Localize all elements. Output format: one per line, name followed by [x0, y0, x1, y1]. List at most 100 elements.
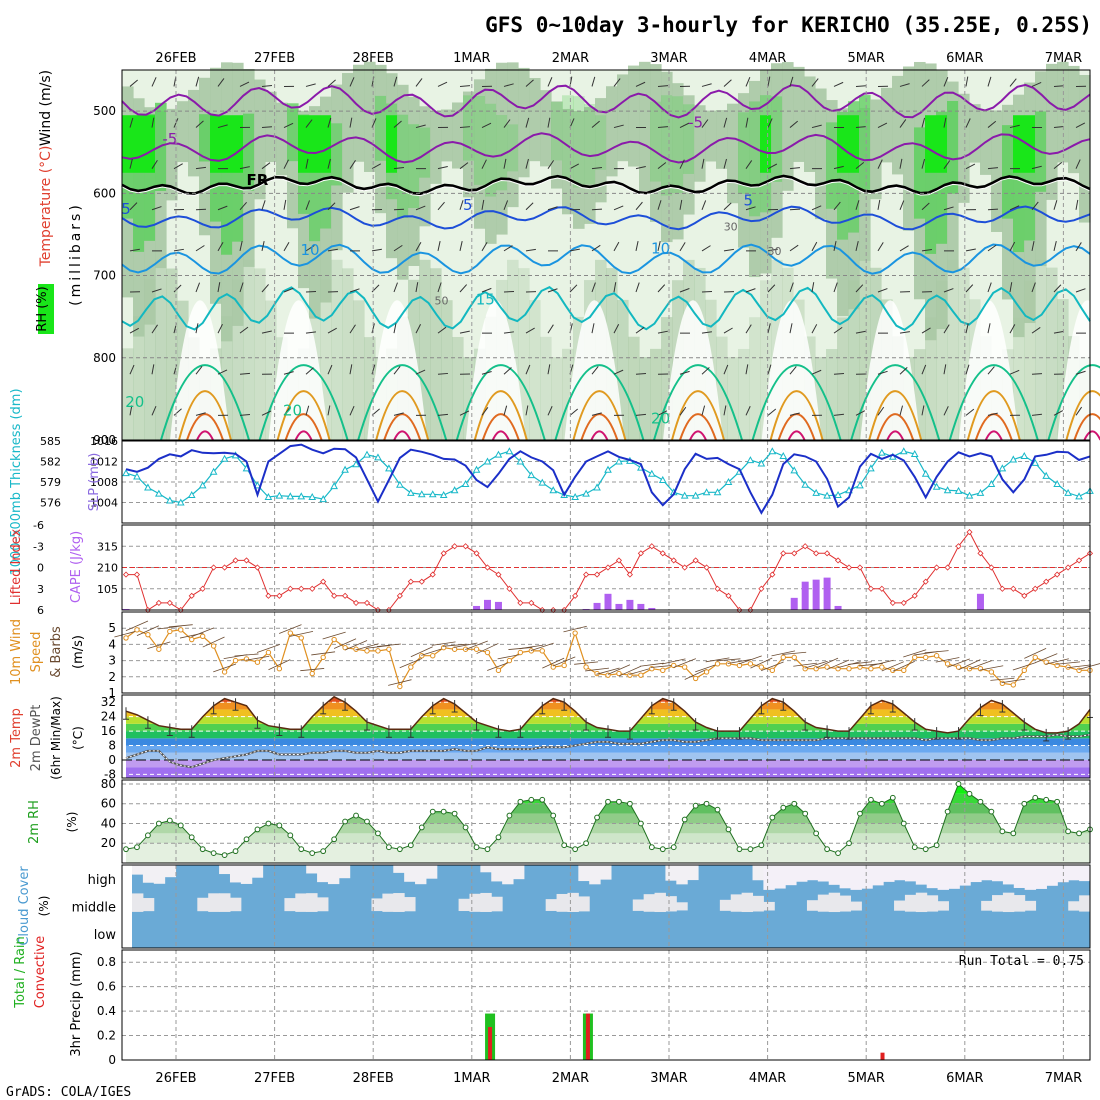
wind-barb: [833, 326, 843, 334]
thickness-marker: [176, 498, 185, 506]
cloud-middle-clear: [817, 894, 830, 912]
rh-marker: [648, 844, 655, 851]
wind-barb: [635, 201, 643, 211]
thickness-marker: [976, 488, 985, 496]
isotherm-arch: [984, 430, 1003, 441]
upper-air-frame: [121, 69, 1091, 441]
rh-shade-green: [661, 95, 673, 196]
wind-speed-marker: [758, 664, 765, 670]
rh-shade-low: [122, 348, 134, 440]
rh-shade-bright: [122, 115, 134, 173]
thickness-marker: [286, 492, 295, 500]
rh-marker: [824, 846, 830, 853]
wind-barb: [789, 323, 793, 334]
lifted-index-marker: [440, 550, 447, 557]
rh-shade-green: [419, 127, 431, 178]
rh-shade-low: [650, 348, 662, 440]
wind-barb: [327, 79, 336, 87]
wind-barb: [525, 364, 531, 375]
wind-speed-marker: [933, 653, 940, 659]
wind-barb: [657, 284, 666, 293]
li-tick-label: -3: [33, 540, 44, 553]
rh-shade-green: [331, 123, 343, 186]
wind-barb: [437, 241, 441, 251]
cloud-high-clear: [894, 865, 906, 881]
thickness-marker: [505, 447, 514, 455]
wind-barb: [195, 120, 204, 128]
wind-barb: [679, 370, 690, 375]
lifted-index-marker: [725, 592, 732, 599]
wind-barb: [613, 369, 624, 375]
wind-barb: [195, 208, 207, 211]
rh-shade-low: [815, 356, 827, 440]
cloud-high-clear: [251, 865, 264, 878]
rh-shade-low: [848, 280, 860, 440]
wind-barb: [782, 651, 807, 655]
lifted-index-marker: [758, 585, 765, 592]
slp-panel: 1004 1008 1012 1016 576 579 582 585 SLP (mb) 1000…: [9, 388, 1094, 576]
wind-barb: [789, 167, 800, 170]
temp-axis-label: 2m Temp: [9, 708, 24, 768]
wind-speed-marker: [999, 680, 1006, 686]
rh-marker: [637, 820, 644, 827]
wind-barb: [129, 158, 133, 169]
wind-barb: [393, 208, 405, 211]
cloud-high-clear: [404, 865, 416, 882]
wind-axis-label: Wind (m/s): [38, 70, 54, 146]
rh-marker: [517, 798, 524, 805]
wind-barb: [679, 288, 690, 293]
wind-barb: [349, 160, 356, 169]
rh-band: [126, 813, 1090, 824]
wind-barb: [305, 245, 315, 252]
lifted-index-marker: [309, 585, 316, 592]
wind-barb: [503, 405, 508, 416]
lifted-index-marker: [495, 571, 502, 578]
cloud-high-clear: [970, 865, 982, 883]
wind-speed-marker: [1032, 654, 1038, 661]
rh-marker: [166, 817, 173, 824]
temp-band: [126, 767, 1090, 778]
wind-barb: [239, 166, 250, 170]
wind-barb: [921, 248, 932, 252]
cloud-high-clear: [806, 865, 819, 881]
wind-barb: [1009, 78, 1017, 87]
rh-shade: [287, 109, 299, 229]
wind-barb: [195, 365, 203, 375]
li-tick-label: -6: [33, 519, 44, 532]
rh-shade-low: [551, 357, 563, 440]
lifted-index-marker: [1032, 585, 1039, 592]
rh-marker: [857, 810, 863, 817]
rh-marker: [210, 850, 217, 857]
wind-barb: [855, 200, 860, 210]
cape-bar: [637, 603, 645, 610]
upper-air-panel: -5 FR 5 10 15 20 20 5 -5 10 5 20 50 30 30 500 600 700 800 9…: [35, 61, 1100, 447]
lifted-index-marker: [1075, 557, 1083, 564]
wind-barb: [437, 372, 449, 375]
wind-barb: [371, 323, 375, 334]
wind-barb: [552, 656, 576, 667]
wind-barb: [151, 288, 162, 293]
cloud-level-label: middle: [72, 901, 116, 916]
cape-bar: [494, 601, 502, 610]
wind-barb: [613, 282, 617, 293]
wind-barb: [585, 667, 610, 672]
wind-speed-marker: [221, 669, 228, 675]
wind-barb: [723, 202, 732, 211]
date-tick-label: 27FEB: [254, 51, 295, 66]
dry-core: [1057, 300, 1100, 440]
date-tick-label: 5MAR: [847, 1071, 884, 1086]
wind-barb: [877, 122, 888, 129]
wind-barb: [525, 158, 529, 169]
thickness-marker: [341, 465, 349, 473]
wind-barb: [591, 282, 596, 293]
rh-marker: [1021, 800, 1028, 807]
wind-barb: [195, 166, 206, 170]
wind-barb: [723, 79, 732, 87]
rh-shade: [188, 89, 200, 177]
wind-barb: [1075, 199, 1079, 210]
lifted-index-marker: [122, 571, 130, 578]
lifted-index-marker: [813, 550, 820, 557]
wind-barb: [151, 324, 158, 334]
rh-shade-green: [672, 96, 684, 194]
wind-barb: [965, 248, 976, 252]
